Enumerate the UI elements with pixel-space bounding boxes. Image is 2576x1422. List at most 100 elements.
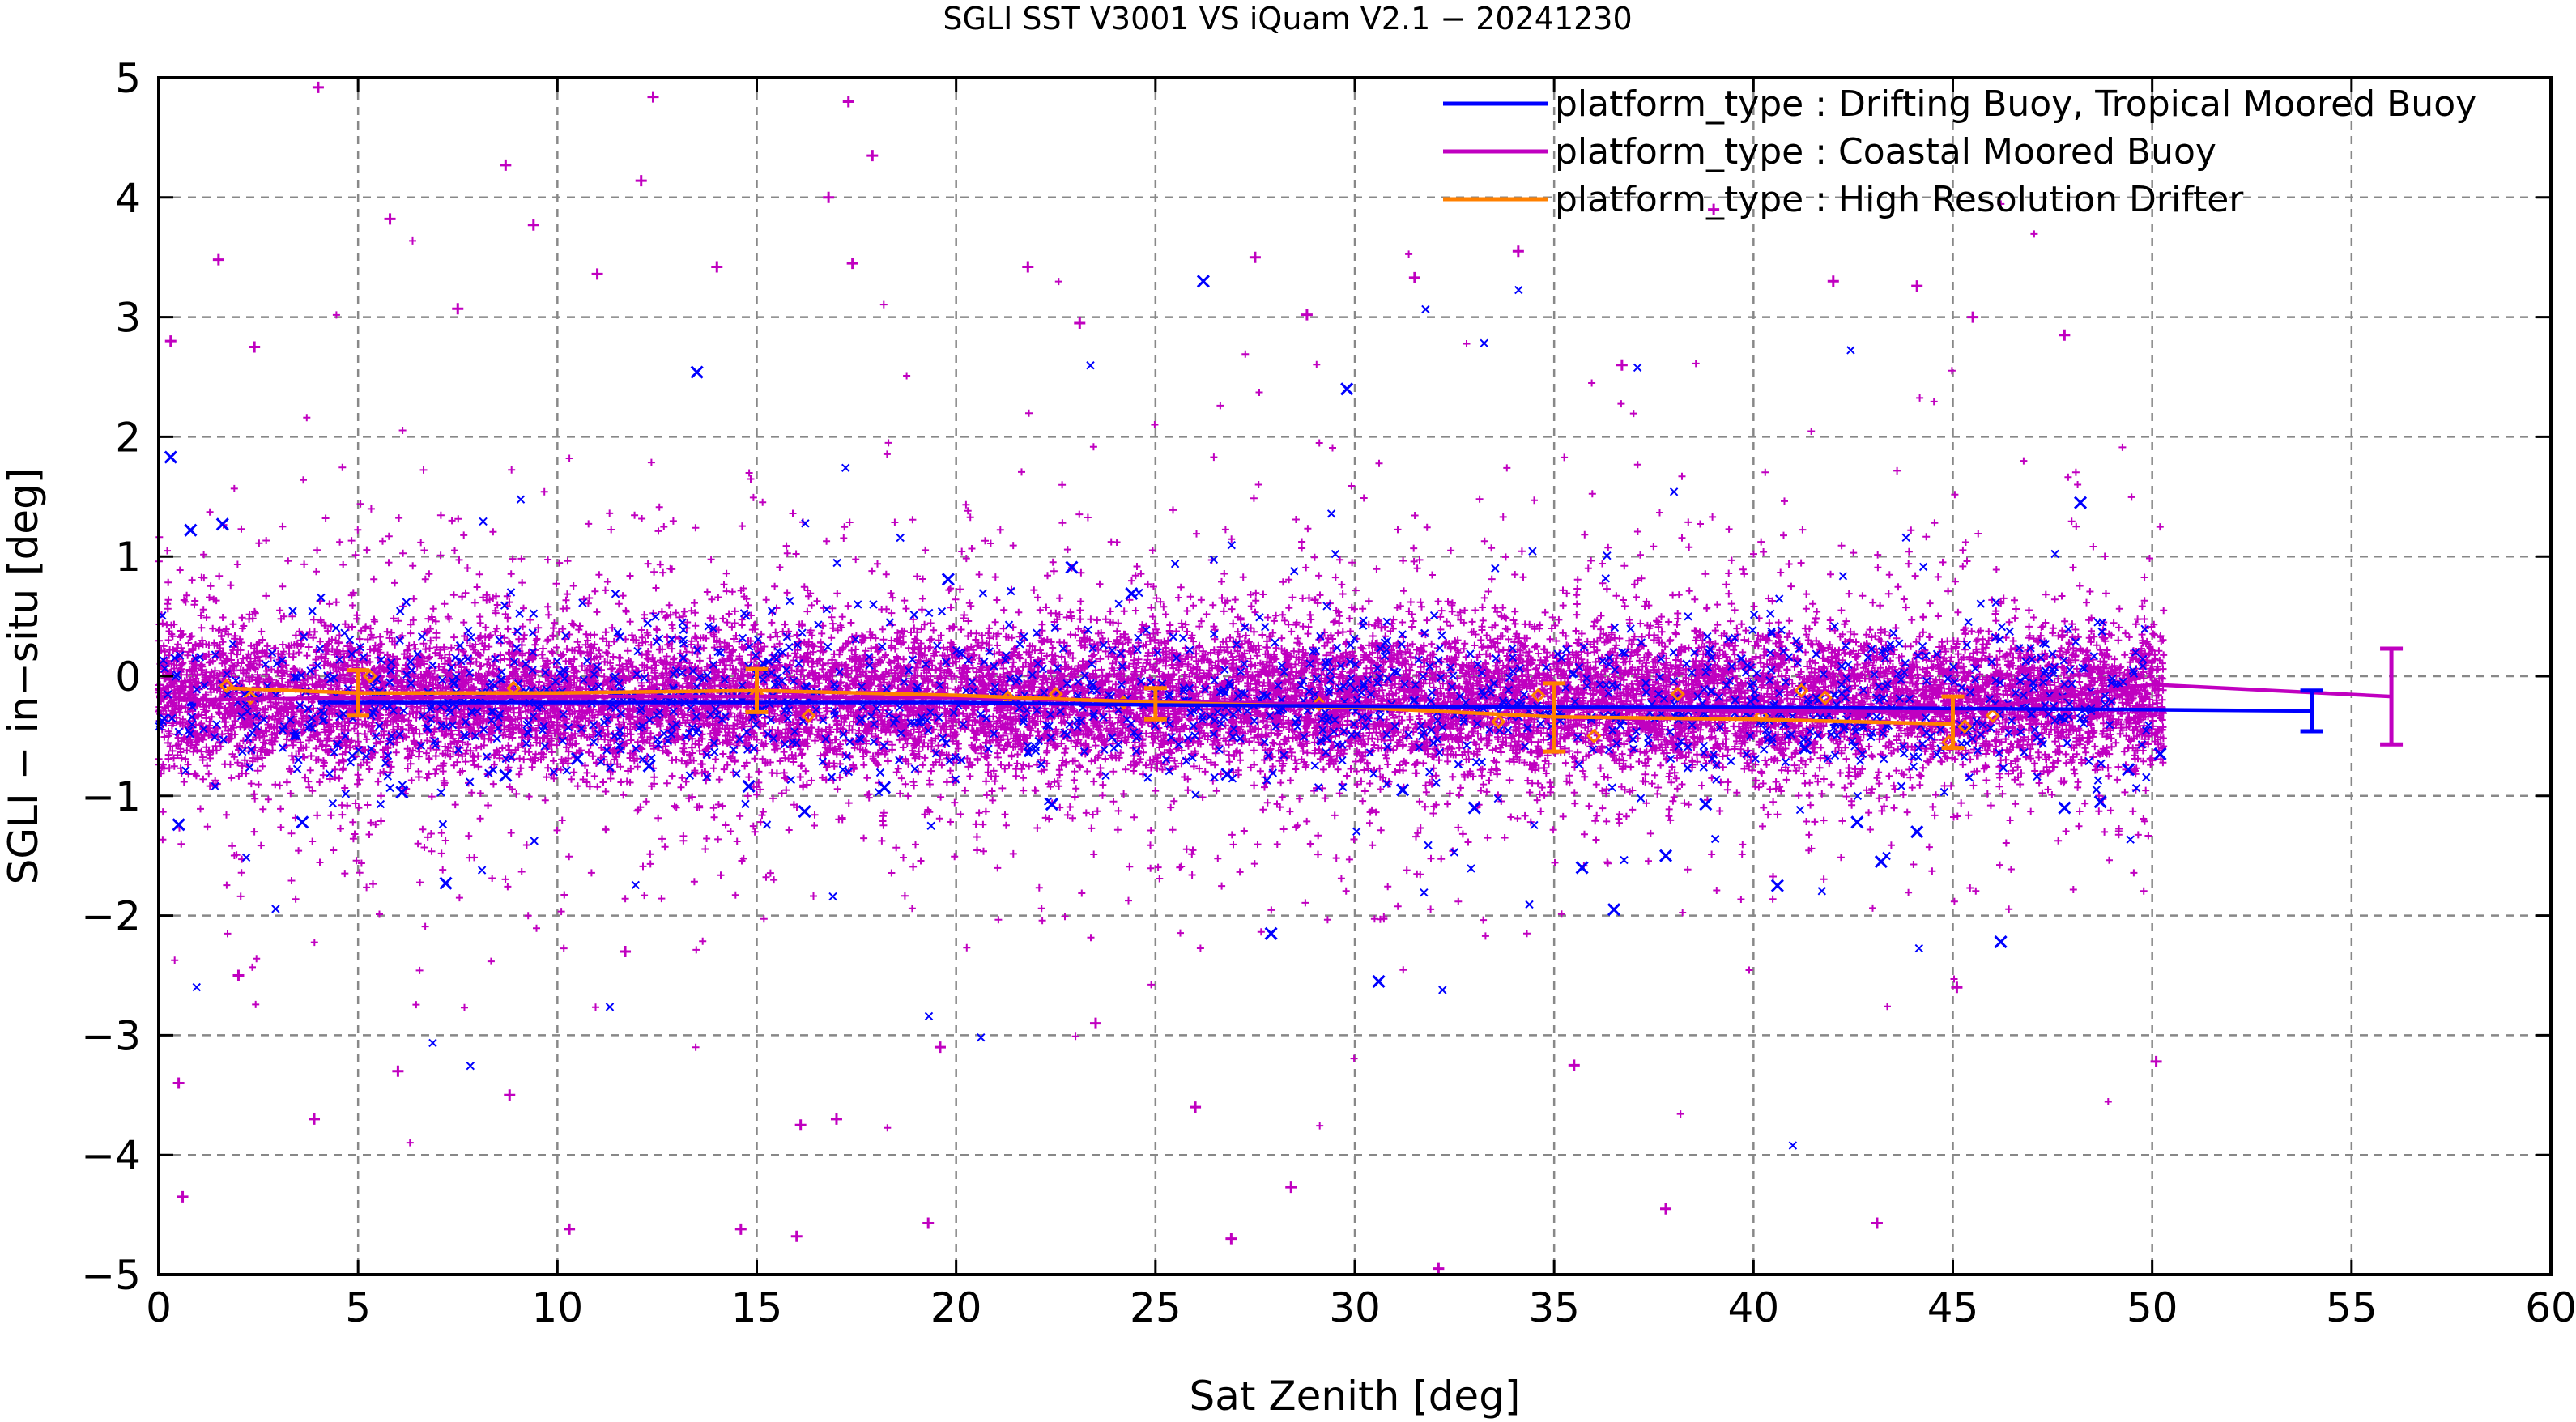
x-tick-label: 45 (1927, 1284, 1979, 1331)
data-point-coastal-moored-buoy (846, 258, 858, 270)
data-point-coastal-moored-buoy (734, 1223, 747, 1235)
data-point-high-resolution-drifter (1311, 696, 1326, 712)
data-point-coastal-moored-buoy (591, 268, 603, 280)
data-point-coastal-moored-buoy (620, 945, 632, 957)
data-point-coastal-moored-buoy (1827, 275, 1839, 287)
data-point-coastal-moored-buoy (564, 1223, 576, 1235)
data-point-drifting-buoy-tropical-moored-buoy (2153, 747, 2167, 761)
data-point-drifting-buoy-tropical-moored-buoy (1699, 798, 1713, 811)
error-bar-high-resolution-drifter (1143, 686, 1167, 722)
data-point-drifting-buoy-tropical-moored-buoy (499, 768, 513, 782)
scatter-cloud-coastal-moored-buoy (155, 200, 2168, 1147)
y-tick-label: −5 (81, 1252, 141, 1299)
legend-label-coastal-moored-buoy: platform_type : Coastal Moored Buoy (1555, 131, 2216, 172)
y-tick-label: 1 (115, 534, 141, 581)
mean-line-drifting-buoy-tropical-moored-buoy (317, 700, 2312, 713)
data-point-coastal-moored-buoy (232, 969, 245, 981)
data-point-drifting-buoy-tropical-moored-buoy (2093, 795, 2107, 809)
data-point-drifting-buoy-tropical-moored-buoy (1658, 849, 1673, 862)
data-point-drifting-buoy-tropical-moored-buoy (2073, 496, 2088, 509)
data-point-high-resolution-drifter (243, 690, 258, 705)
data-point-coastal-moored-buoy (1408, 271, 1420, 283)
data-point-high-resolution-drifter (1491, 714, 1506, 730)
x-tick-label: 10 (532, 1284, 584, 1331)
data-point-coastal-moored-buoy (1660, 1203, 1672, 1215)
data-point-drifting-buoy-tropical-moored-buoy (2058, 801, 2071, 815)
data-point-coastal-moored-buoy (794, 1119, 807, 1131)
data-point-drifting-buoy-tropical-moored-buoy (1220, 768, 1234, 781)
data-point-high-resolution-drifter (1754, 708, 1769, 723)
data-point-coastal-moored-buoy (452, 303, 464, 315)
data-point-coastal-moored-buoy (1871, 1217, 1883, 1229)
data-point-coastal-moored-buoy (934, 1041, 946, 1054)
x-tick-label: 20 (930, 1284, 982, 1331)
x-tick-label: 40 (1728, 1284, 1780, 1331)
y-tick-label: 4 (115, 175, 141, 222)
data-point-drifting-buoy-tropical-moored-buoy (439, 876, 453, 890)
data-point-drifting-buoy-tropical-moored-buoy (642, 759, 656, 773)
data-points (164, 81, 2167, 1275)
data-point-coastal-moored-buoy (384, 213, 396, 225)
chart-title: SGLI SST V3001 VS iQuam V2.1 − 20241230 (943, 1, 1632, 36)
data-point-drifting-buoy-tropical-moored-buoy (941, 573, 955, 586)
data-point-drifting-buoy-tropical-moored-buoy (570, 751, 585, 766)
data-point-high-resolution-drifter (1586, 728, 1602, 744)
data-point-drifting-buoy-tropical-moored-buoy (215, 517, 229, 531)
data-point-coastal-moored-buoy (1433, 1262, 1445, 1275)
x-tick-label: 15 (731, 1284, 783, 1331)
data-point-coastal-moored-buoy (500, 159, 512, 171)
error-bar-high-resolution-drifter (1941, 694, 1965, 751)
legend-label-drifting-buoy: platform_type : Drifting Buoy, Tropical … (1555, 83, 2476, 125)
x-tick-label: 30 (1329, 1284, 1381, 1331)
data-point-high-resolution-drifter (1531, 688, 1546, 703)
data-point-coastal-moored-buoy (830, 1113, 842, 1125)
mean-lines (178, 683, 2392, 726)
data-point-coastal-moored-buoy (1911, 280, 1923, 292)
data-point-high-resolution-drifter (1985, 708, 2000, 723)
data-point-drifting-buoy-tropical-moored-buoy (1575, 861, 1589, 875)
error-bar-drifting-buoy-tropical-moored-buoy (2300, 688, 2323, 734)
x-tick-label: 5 (345, 1284, 371, 1331)
error-bar-high-resolution-drifter (347, 668, 370, 718)
data-point-coastal-moored-buoy (212, 253, 224, 266)
data-point-drifting-buoy-tropical-moored-buoy (1196, 275, 1210, 288)
data-point-coastal-moored-buoy (1616, 359, 1628, 371)
x-tick-label: 35 (1528, 1284, 1580, 1331)
data-point-drifting-buoy-tropical-moored-buoy (395, 786, 409, 799)
data-point-drifting-buoy-tropical-moored-buoy (1264, 926, 1278, 940)
data-point-coastal-moored-buoy (1512, 245, 1524, 258)
data-point-coastal-moored-buoy (172, 1077, 185, 1089)
data-point-high-resolution-drifter (362, 668, 378, 684)
data-point-high-resolution-drifter (801, 708, 816, 723)
data-point-coastal-moored-buoy (711, 261, 723, 273)
data-point-drifting-buoy-tropical-moored-buoy (1467, 801, 1481, 815)
data-point-drifting-buoy-tropical-moored-buoy (1396, 783, 1410, 797)
data-point-coastal-moored-buoy (312, 81, 324, 93)
data-point-drifting-buoy-tropical-moored-buoy (296, 815, 309, 829)
y-tick-label: 3 (115, 295, 141, 342)
data-point-drifting-buoy-tropical-moored-buoy (1340, 382, 1354, 396)
data-point-drifting-buoy-tropical-moored-buoy (1799, 741, 1812, 755)
data-point-drifting-buoy-tropical-moored-buoy (1910, 825, 1924, 839)
y-tick-label: −4 (81, 1132, 141, 1179)
y-tick-label: 0 (115, 654, 141, 700)
x-tick-label: 25 (1130, 1284, 1182, 1331)
data-point-coastal-moored-buoy (866, 150, 879, 162)
data-point-coastal-moored-buoy (1967, 311, 1979, 323)
data-point-drifting-buoy-tropical-moored-buoy (742, 779, 756, 794)
data-point-coastal-moored-buoy (635, 175, 647, 187)
data-point-coastal-moored-buoy (842, 96, 854, 108)
data-point-coastal-moored-buoy (2059, 329, 2071, 341)
data-point-drifting-buoy-tropical-moored-buoy (1770, 879, 1784, 892)
data-point-coastal-moored-buoy (1951, 981, 1963, 994)
data-point-coastal-moored-buoy (164, 335, 177, 347)
y-tick-label: −3 (81, 1012, 141, 1059)
data-point-drifting-buoy-tropical-moored-buoy (877, 781, 892, 794)
data-point-coastal-moored-buoy (1225, 1233, 1237, 1245)
data-point-drifting-buoy-tropical-moored-buoy (1994, 935, 2008, 949)
data-point-high-resolution-drifter (1794, 683, 1809, 698)
data-point-coastal-moored-buoy (922, 1217, 935, 1229)
data-point-coastal-moored-buoy (790, 1230, 803, 1242)
